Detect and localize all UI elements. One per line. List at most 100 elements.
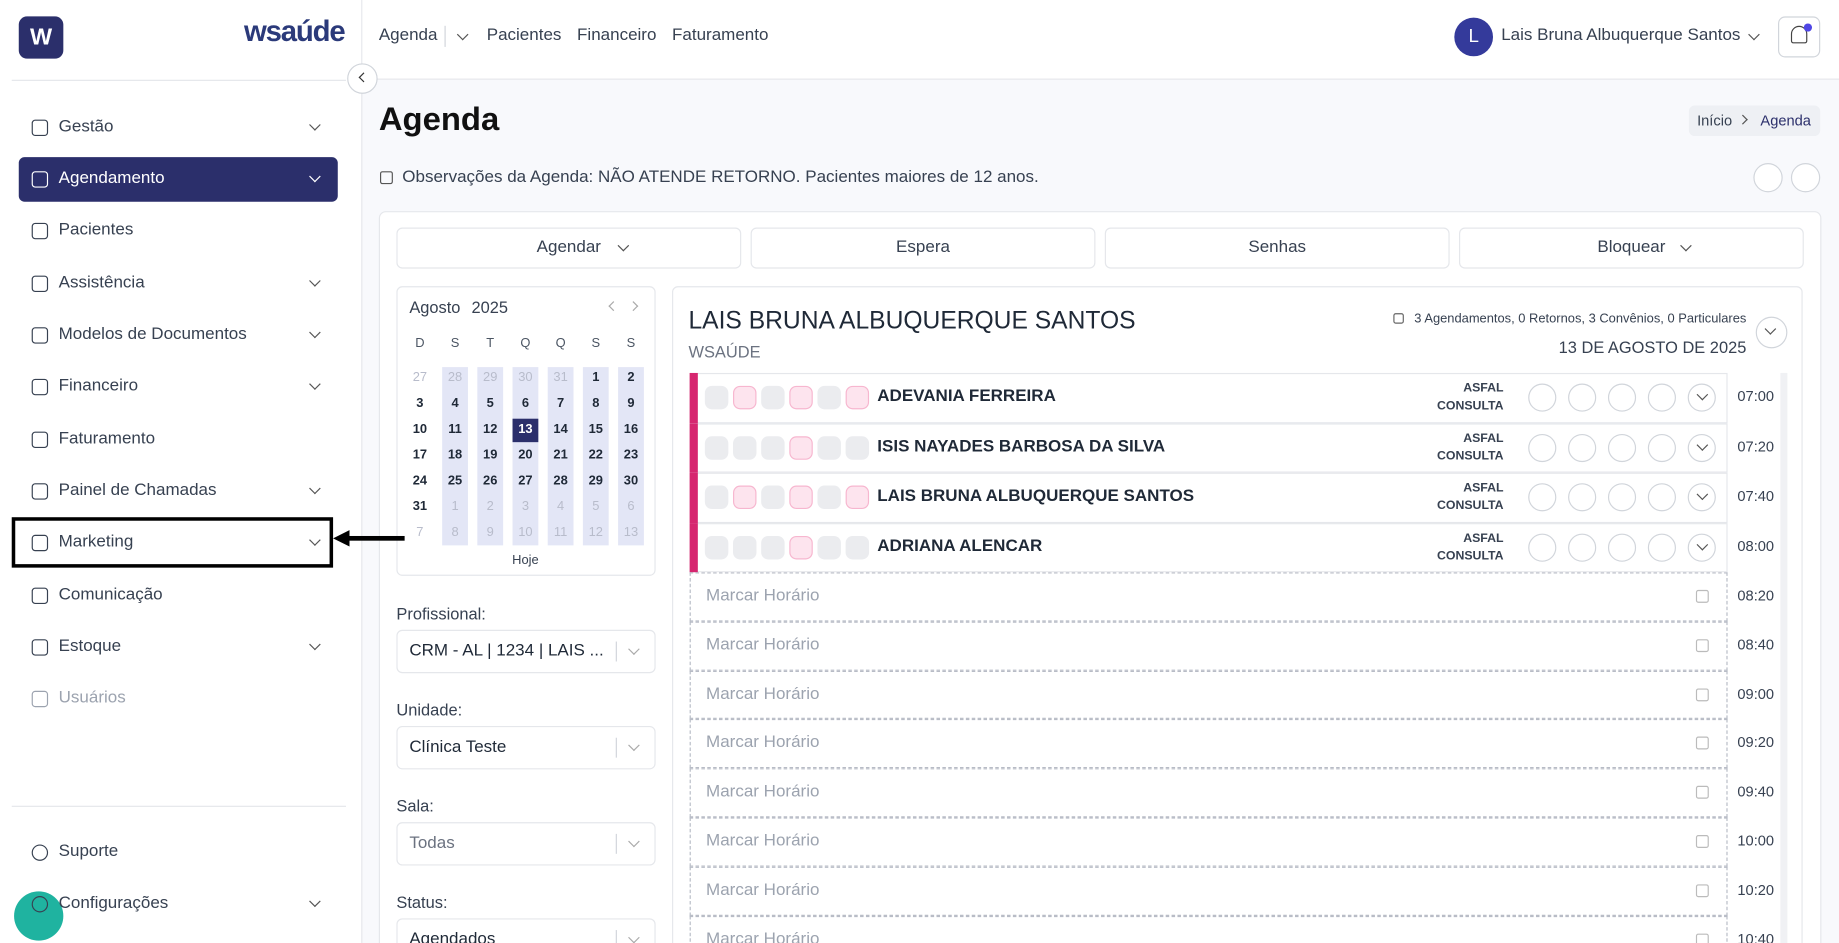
calendar-day[interactable]: 27	[518, 473, 533, 488]
nav-link[interactable]: Financeiro	[577, 25, 657, 45]
action-button[interactable]	[750, 227, 1096, 269]
calendar-day[interactable]: 20	[518, 448, 533, 463]
menu-item[interactable]: Usuários	[58, 688, 126, 708]
menu-item[interactable]: Gestão	[58, 117, 114, 137]
calendar-day[interactable]: 3	[416, 396, 424, 411]
calendar-day[interactable]: 18	[447, 448, 463, 463]
slot-row[interactable]	[689, 866, 1728, 916]
calendar-day[interactable]: 2	[486, 499, 494, 514]
calendar-day[interactable]: 8	[451, 525, 459, 540]
calendar-day[interactable]: 25	[447, 473, 463, 488]
row-action[interactable]	[1568, 433, 1597, 462]
menu-item[interactable]: Financeiro	[58, 376, 139, 396]
row-action[interactable]	[1687, 483, 1716, 512]
menu-item[interactable]: Comunicação	[58, 585, 163, 605]
row-action[interactable]	[1528, 533, 1557, 562]
row-action[interactable]	[1687, 433, 1716, 462]
calendar-day[interactable]: 10	[412, 422, 428, 437]
calendar-day[interactable]: 4	[557, 499, 565, 514]
calendar-day[interactable]: 28	[553, 473, 568, 488]
slot-row[interactable]	[689, 621, 1728, 671]
calendar-day[interactable]: 7	[557, 396, 565, 411]
slot-row[interactable]	[689, 719, 1728, 769]
calendar-day[interactable]: 6	[521, 396, 530, 411]
calendar-day[interactable]: 14	[553, 422, 568, 437]
row-action[interactable]	[1528, 383, 1557, 412]
calendar-day[interactable]: 9	[486, 525, 494, 540]
calendar-day[interactable]: 7	[416, 525, 424, 540]
calendar-day[interactable]: 15	[588, 422, 603, 437]
action-button[interactable]	[1459, 227, 1804, 269]
filter-select[interactable]	[396, 822, 656, 866]
row-action[interactable]	[1687, 383, 1716, 412]
menu-item[interactable]: Agendamento	[58, 168, 165, 188]
filter-select[interactable]	[396, 918, 656, 943]
slot-row[interactable]	[689, 572, 1728, 622]
row-action[interactable]	[1647, 433, 1676, 462]
calendar-day[interactable]: 5	[486, 396, 494, 411]
menu-item[interactable]: Pacientes	[58, 220, 134, 240]
slot-row[interactable]	[689, 670, 1728, 720]
menu-item[interactable]: Painel de Chamadas	[58, 480, 217, 500]
row-action[interactable]	[1687, 533, 1716, 562]
calendar-day[interactable]: 1	[592, 370, 600, 385]
calendar-day[interactable]: 21	[553, 448, 568, 463]
user-name[interactable]: Lais Bruna Albuquerque Santos	[1501, 25, 1741, 45]
row-action[interactable]	[1647, 533, 1676, 562]
action-button[interactable]	[1104, 227, 1450, 269]
row-action[interactable]	[1528, 483, 1557, 512]
calendar-day[interactable]: 1	[451, 499, 459, 514]
calendar-day[interactable]: 31	[553, 370, 568, 385]
nav-link[interactable]: Pacientes	[486, 25, 562, 45]
row-action[interactable]	[1528, 433, 1557, 462]
calendar-day[interactable]: 16	[623, 422, 639, 437]
calendar-day[interactable]: 8	[592, 396, 600, 411]
menu-item[interactable]: Assistência	[58, 273, 145, 293]
menu-item[interactable]: Suporte	[58, 842, 119, 861]
calendar-day[interactable]: 31	[412, 499, 428, 514]
action-button[interactable]	[396, 227, 742, 269]
calendar-day[interactable]: 30	[623, 473, 639, 488]
slot-row[interactable]	[689, 915, 1728, 943]
row-action[interactable]	[1647, 383, 1676, 412]
clear-button[interactable]	[1790, 163, 1821, 193]
calendar-day[interactable]: 5	[592, 499, 600, 514]
calendar-day[interactable]: 11	[553, 525, 568, 540]
slot-row[interactable]	[689, 768, 1728, 818]
calendar-day[interactable]: 26	[483, 473, 498, 488]
calendar-day[interactable]: 28	[447, 370, 463, 385]
calendar-day[interactable]: 6	[627, 499, 635, 514]
calendar-day[interactable]: 27	[412, 370, 428, 385]
calendar-day[interactable]: 13	[518, 422, 533, 437]
calendar-day[interactable]: 29	[588, 473, 603, 488]
filter-select[interactable]	[396, 629, 656, 674]
filter-select[interactable]	[396, 725, 656, 770]
calendar-today[interactable]: Hoje	[512, 553, 539, 568]
calendar-day[interactable]: 24	[412, 473, 428, 488]
calendar-day[interactable]: 10	[518, 525, 533, 540]
calendar-day[interactable]: 29	[483, 370, 498, 385]
breadcrumb-item[interactable]: Início	[1697, 112, 1733, 130]
calendar-day[interactable]: 30	[518, 370, 533, 385]
row-action[interactable]	[1607, 483, 1637, 512]
calendar-day[interactable]: 13	[623, 525, 639, 540]
menu-item[interactable]: Estoque	[58, 636, 122, 656]
nav-link[interactable]: Faturamento	[672, 25, 769, 45]
calendar-day[interactable]: 12	[588, 525, 603, 540]
row-action[interactable]	[1568, 533, 1597, 562]
calendar-day[interactable]: 22	[588, 448, 603, 463]
row-action[interactable]	[1607, 533, 1637, 562]
calendar-day[interactable]: 17	[412, 448, 428, 463]
calendar-day[interactable]: 2	[627, 370, 635, 385]
expand-button[interactable]	[1755, 316, 1788, 349]
row-action[interactable]	[1607, 433, 1637, 462]
calendar-day[interactable]: 12	[483, 422, 498, 437]
row-action[interactable]	[1568, 383, 1597, 412]
row-action[interactable]	[1647, 483, 1676, 512]
calendar-day[interactable]: 19	[483, 448, 498, 463]
collapse-button[interactable]	[347, 63, 378, 94]
calendar-day[interactable]: 11	[448, 422, 462, 437]
menu-item[interactable]: Faturamento	[58, 429, 156, 449]
menu-item[interactable]: Marketing	[58, 532, 134, 552]
calendar-day[interactable]: 9	[627, 396, 635, 411]
